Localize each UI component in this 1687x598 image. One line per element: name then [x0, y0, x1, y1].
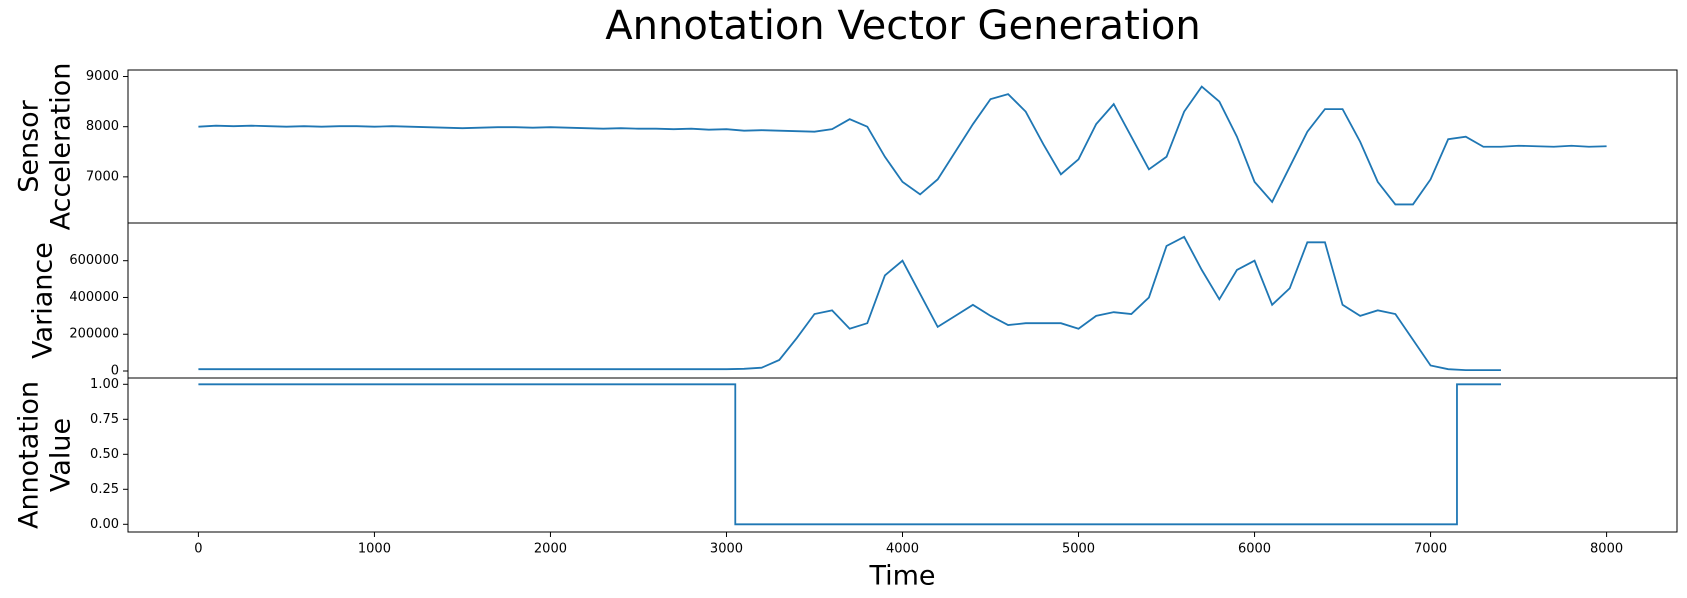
y-tick-label: 8000 — [86, 119, 119, 134]
y-tick-label: 200000 — [69, 327, 119, 342]
y-axis-label: Value — [46, 418, 77, 492]
y-axis-label: Acceleration — [46, 63, 77, 231]
data-line — [198, 383, 1501, 526]
y-tick-label: 9000 — [86, 69, 119, 84]
y-tick-label: 0.75 — [90, 412, 119, 427]
x-tick-label: 2000 — [534, 542, 567, 557]
x-tick-label: 8000 — [1590, 542, 1623, 557]
y-tick-label: 600000 — [69, 253, 119, 268]
y-axis-label: Annotation — [14, 381, 45, 529]
y-tick-label: 0 — [111, 364, 119, 379]
figure-title: Annotation Vector Generation — [605, 3, 1200, 49]
x-tick-label: 3000 — [710, 542, 743, 557]
axes-frame — [127, 222, 1678, 379]
y-tick-label: 7000 — [86, 169, 119, 184]
data-line — [198, 235, 1501, 371]
x-tick-label: 7000 — [1414, 542, 1447, 557]
x-tick-label: 4000 — [886, 542, 919, 557]
y-axis-label: Sensor — [14, 99, 45, 192]
x-tick-label: 1000 — [358, 542, 391, 557]
y-axis-label: Variance — [28, 242, 59, 359]
x-tick-label: 6000 — [1238, 542, 1271, 557]
x-tick-label: 0 — [194, 542, 202, 557]
y-tick-label: 0.00 — [90, 517, 119, 532]
data-line — [198, 85, 1607, 206]
y-tick-label: 0.50 — [90, 447, 119, 462]
x-axis-label: Time — [868, 561, 935, 592]
x-tick-label: 5000 — [1062, 542, 1095, 557]
axes-frame — [127, 377, 1678, 533]
y-tick-label: 1.00 — [90, 377, 119, 392]
y-tick-label: 0.25 — [90, 482, 119, 497]
y-tick-label: 400000 — [69, 290, 119, 305]
